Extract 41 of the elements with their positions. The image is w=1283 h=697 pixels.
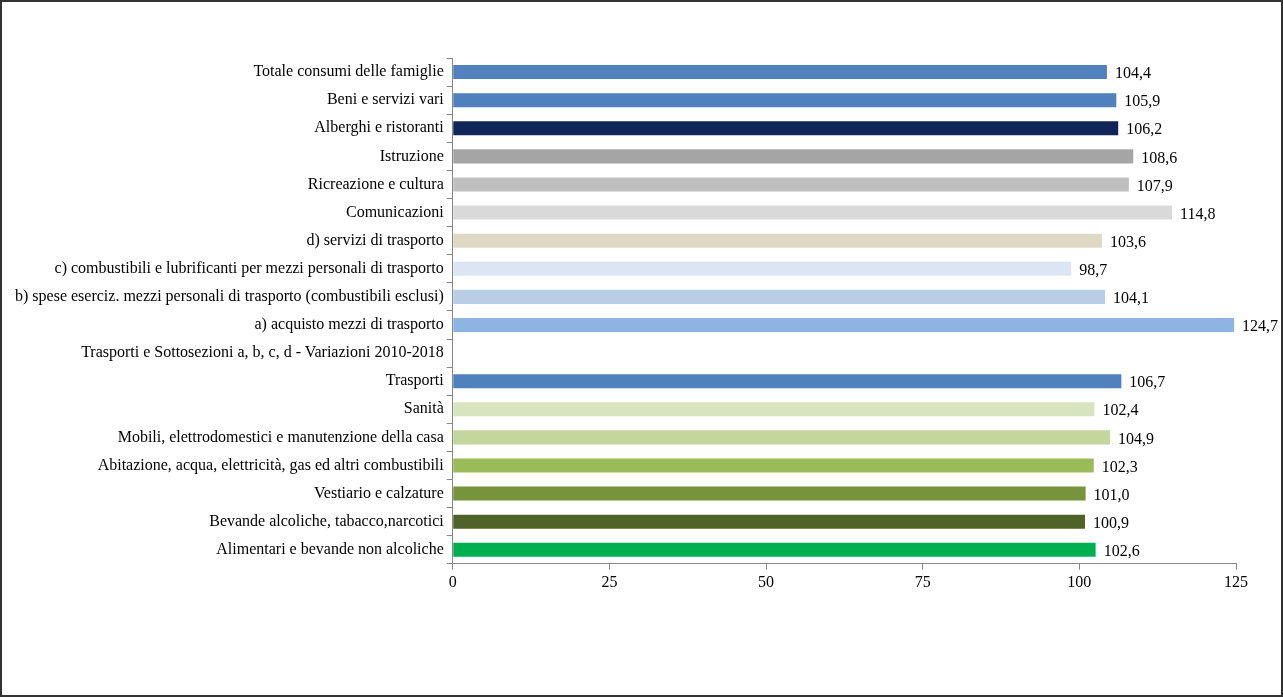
data-label: 104,4 [1114, 64, 1151, 82]
data-label: 98,7 [1079, 260, 1108, 278]
y-tick-label: Mobili, elettrodomestici e manutenzione della casa [117, 427, 444, 445]
y-tick-label: c) combustibili e lubrificanti per mezzi personali di trasporto [54, 258, 444, 277]
y-tick-label: Trasporti e Sottosezioni a, b, c, d - Variazioni 2010-2018 [81, 343, 444, 362]
y-tick-label: Istruzione [379, 146, 444, 164]
data-label: 108,6 [1141, 148, 1178, 166]
data-label: 102,4 [1102, 401, 1139, 419]
data-label: 101,0 [1093, 485, 1130, 503]
x-tick-label: 25 [601, 572, 618, 590]
y-tick-label: Abitazione, acqua, elettricità, gas ed altri combustibili [97, 455, 445, 474]
y-tick-label: Trasporti [385, 371, 445, 390]
x-tick-label: 125 [1224, 572, 1248, 590]
y-tick-label: Beni e servizi vari [326, 90, 445, 108]
y-tick-label: Ricreazione e cultura [307, 174, 444, 192]
data-label: 102,6 [1103, 541, 1140, 559]
x-tick-label: 100 [1067, 572, 1092, 590]
data-label: 114,8 [1180, 204, 1216, 222]
y-tick-label: Bevande alcoliche, tabacco,narcotici [209, 511, 445, 529]
data-label: 102,3 [1101, 457, 1138, 475]
y-tick-label: Totale consumi delle famiglie [253, 62, 444, 81]
y-tick-label: Alberghi e ristoranti [314, 118, 445, 137]
data-label: 103,6 [1109, 232, 1146, 250]
data-label: 107,9 [1136, 176, 1173, 194]
data-label: 100,9 [1092, 513, 1129, 531]
data-label: 105,9 [1124, 92, 1161, 110]
y-tick-label: Alimentari e bevande non alcoliche [216, 539, 444, 557]
y-tick-label: Vestiario e calzature [314, 483, 444, 501]
data-label: 124,7 [1242, 317, 1279, 335]
y-tick-label: d) servizi di trasporto [306, 230, 444, 249]
y-tick-label: a) acquisto mezzi di trasporto [254, 315, 444, 334]
y-tick-label: Comunicazioni [345, 202, 445, 220]
data-label: 104,9 [1118, 429, 1155, 447]
y-tick-label: b) spese eserciz. mezzi personali di trasporto (combustibili esclusi) [14, 287, 444, 306]
data-label: 106,7 [1129, 373, 1166, 391]
x-tick-label: 0 [448, 572, 457, 590]
x-tick-label: 50 [758, 572, 775, 590]
y-tick-label: Sanità [403, 399, 444, 417]
data-label: 104,1 [1113, 289, 1150, 307]
x-tick-label: 75 [914, 572, 931, 590]
data-label: 106,2 [1126, 120, 1163, 138]
